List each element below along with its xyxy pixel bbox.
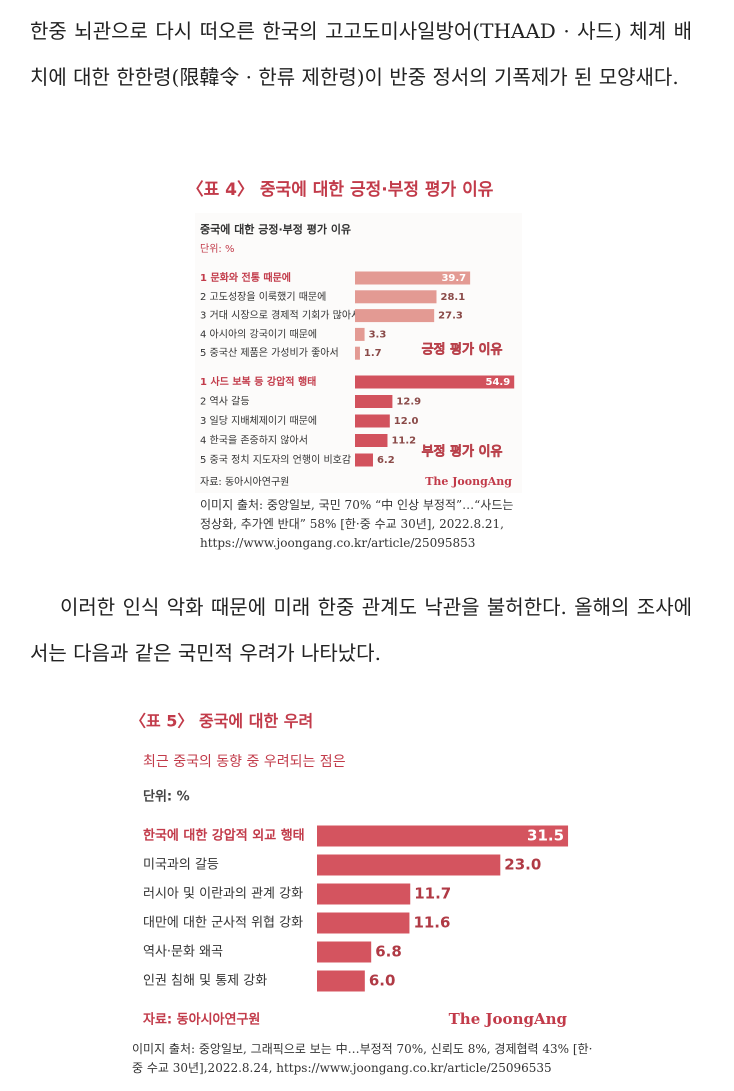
category-label: 1 사드 보복 등 강압적 행태 xyxy=(200,375,316,388)
figure-caption: 이미지 출처: 중앙일보, 그래픽으로 보는 中…부정적 70%, 신뢰도 8%… xyxy=(132,1042,593,1075)
paragraph: 한중 뇌관으로 다시 떠오른 한국의 고고도미사일방어(THAAD · 사드) … xyxy=(30,19,692,89)
bar xyxy=(355,327,365,341)
category-label: 대만에 대한 군사적 위협 강화 xyxy=(143,916,303,931)
value-label: 23.0 xyxy=(504,856,541,874)
category-label: 1 문화와 전통 때문에 xyxy=(200,271,291,284)
group-badge: 긍정 평가 이유 xyxy=(422,342,503,358)
bar xyxy=(355,346,360,360)
category-label: 4 아시아의 강국이기 때문에 xyxy=(200,328,317,340)
group-badge: 부정 평가 이유 xyxy=(422,444,503,460)
bar xyxy=(317,825,569,847)
value-label: 1.7 xyxy=(364,348,382,359)
bar xyxy=(317,912,410,934)
bar xyxy=(355,271,471,285)
category-label: 인권 침해 및 통제 강화 xyxy=(143,974,267,989)
value-label: 6.0 xyxy=(369,972,396,990)
category-label: 2 역사 갈등 xyxy=(200,395,250,408)
category-label: 2 고도성장을 이룩했기 때문에 xyxy=(200,290,326,303)
value-label: 6.8 xyxy=(375,943,402,961)
value-label: 11.7 xyxy=(414,885,451,903)
bar xyxy=(355,395,393,408)
value-label: 28.1 xyxy=(440,292,465,303)
category-label: 러시아 및 이란과의 관계 강화 xyxy=(143,887,303,902)
figure-caption: 이미지 출처: 중앙일보, 국민 70% “中 인상 부정적”…“사드는 정상화… xyxy=(200,498,514,550)
chart-source: 자료: 동아시아연구원 xyxy=(200,476,289,488)
chart-subtitle: 중국에 대한 긍정·부정 평가 이유 xyxy=(200,222,351,236)
category-label: 4 한국을 존중하지 않아서 xyxy=(200,434,308,447)
chart-subtitle: 최근 중국의 동향 중 우려되는 점은 xyxy=(143,754,346,770)
value-label: 31.5 xyxy=(527,827,564,845)
value-label: 54.9 xyxy=(486,377,511,388)
value-label: 3.3 xyxy=(369,329,387,340)
chart-unit: 단위: % xyxy=(200,242,234,255)
bar xyxy=(317,941,372,963)
bar xyxy=(317,883,411,905)
category-label: 역사·문화 왜곡 xyxy=(143,945,223,960)
bar xyxy=(355,290,437,304)
category-label: 5 중국산 제품은 가성비가 좋아서 xyxy=(200,347,339,359)
bar xyxy=(355,309,435,323)
bar xyxy=(355,434,388,447)
value-label: 39.7 xyxy=(441,273,466,284)
category-label: 3 일당 지배체제이기 때문에 xyxy=(200,415,317,427)
chart-unit: 단위: % xyxy=(143,789,190,805)
category-label: 미국과의 갈등 xyxy=(143,858,219,873)
bar xyxy=(355,375,515,389)
figure-title: 〈표 4〉 중국에 대한 긍정·부정 평가 이유 xyxy=(187,179,494,200)
bar xyxy=(355,453,373,467)
value-label: 27.3 xyxy=(438,311,463,322)
brand: The JoongAng xyxy=(449,1010,568,1028)
chart-source: 자료: 동아시아연구원 xyxy=(143,1012,260,1028)
category-label: 3 거대 시장으로 경제적 기회가 많아서 xyxy=(200,309,360,322)
category-label: 한국에 대한 강압적 외교 행태 xyxy=(143,828,305,844)
figure-title: 〈표 5〉 중국에 대한 우려 xyxy=(130,712,313,731)
value-label: 12.0 xyxy=(394,416,419,427)
bar xyxy=(355,414,390,428)
value-label: 11.6 xyxy=(413,914,450,932)
paragraph: 이러한 인식 악화 때문에 미래 한중 관계도 낙관을 불허한다. 올해의 조사… xyxy=(30,595,692,665)
bar xyxy=(317,970,365,992)
category-label: 5 중국 정치 지도자의 언행이 비호감 xyxy=(200,454,351,466)
value-label: 11.2 xyxy=(391,436,416,447)
bar xyxy=(317,854,501,876)
value-label: 6.2 xyxy=(377,455,395,466)
value-label: 12.9 xyxy=(396,397,421,408)
brand: The JoongAng xyxy=(425,475,512,488)
